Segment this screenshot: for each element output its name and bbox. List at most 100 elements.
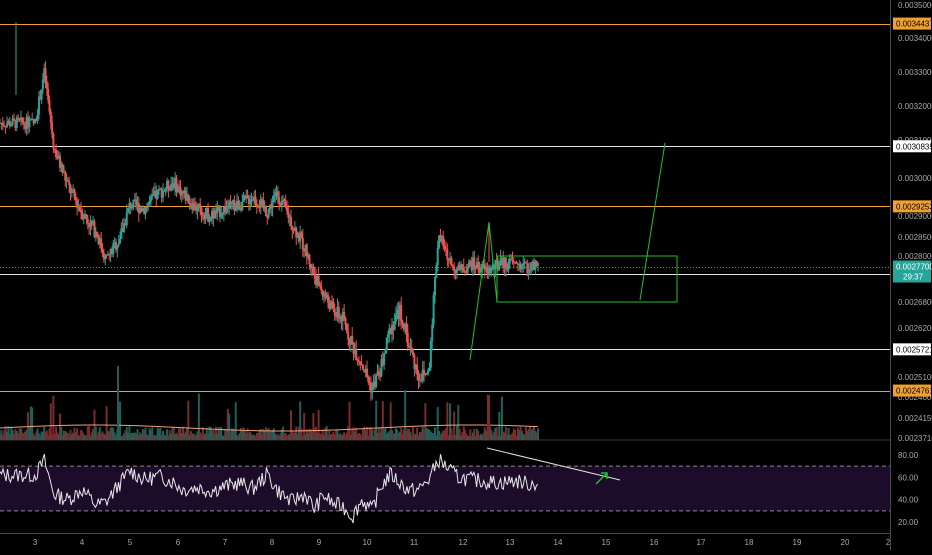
candle-body xyxy=(187,194,190,204)
volume-bar xyxy=(288,434,291,440)
volume-bar xyxy=(21,432,24,440)
candle-body xyxy=(149,196,152,202)
candle-body xyxy=(299,232,302,242)
time-tick-label: 18 xyxy=(745,538,754,547)
volume-bar xyxy=(373,429,376,440)
candle-body xyxy=(341,312,344,322)
volume-bar xyxy=(11,429,14,440)
volume-bar xyxy=(145,434,148,440)
candle-body xyxy=(375,375,378,387)
volume-bar xyxy=(242,427,245,440)
candle-body xyxy=(340,316,343,322)
volume-bar xyxy=(460,435,463,440)
volume-bar xyxy=(217,426,220,440)
volume-bar xyxy=(270,431,273,440)
volume-bar xyxy=(189,431,192,440)
candle-body xyxy=(201,214,204,216)
volume-bar xyxy=(283,433,286,440)
volume-bar xyxy=(13,433,15,440)
candle-body xyxy=(188,203,191,205)
trend-drawing[interactable] xyxy=(469,221,498,361)
rsi-trendline[interactable] xyxy=(486,447,621,481)
volume-bar xyxy=(275,435,278,440)
volume-bar xyxy=(225,430,228,440)
price-level-tag[interactable] xyxy=(893,343,931,356)
volume-bar xyxy=(324,427,327,440)
candle-body xyxy=(494,260,497,270)
volume-bar xyxy=(322,434,325,440)
volume-bar xyxy=(69,429,72,440)
volume-bar xyxy=(41,431,44,440)
candle-body xyxy=(109,248,112,254)
candle-body xyxy=(228,201,231,209)
volume-bar xyxy=(70,434,73,440)
volume-bar xyxy=(305,428,308,440)
candle-body xyxy=(49,111,52,123)
candle-body xyxy=(80,210,83,213)
candle-body xyxy=(186,194,189,201)
volume-bar xyxy=(233,430,236,440)
volume-bar xyxy=(514,429,517,440)
candle-body xyxy=(86,218,89,224)
candle-body xyxy=(510,258,513,260)
volume-bar xyxy=(151,427,154,440)
volume-bar xyxy=(303,412,306,440)
volume-bar xyxy=(246,428,249,440)
volume-bar xyxy=(367,435,370,440)
candle-body xyxy=(275,191,278,193)
candle-body xyxy=(483,265,486,270)
price-level-tag[interactable] xyxy=(893,140,931,153)
candle-body xyxy=(25,117,28,129)
consolidation-box[interactable] xyxy=(496,255,678,303)
price-level-tag[interactable] xyxy=(893,200,931,213)
candle-body xyxy=(519,264,522,270)
candle-body xyxy=(316,275,319,286)
volume-bar xyxy=(201,426,204,440)
candle-body xyxy=(322,293,325,297)
projection-line[interactable] xyxy=(639,142,666,301)
candle-body xyxy=(263,206,266,209)
volume-bar xyxy=(148,428,151,440)
candle-body xyxy=(380,359,383,377)
price-level-tag[interactable] xyxy=(893,17,931,30)
volume-bar xyxy=(133,432,136,440)
volume-bar xyxy=(496,435,499,440)
candle-body xyxy=(84,214,87,219)
volume-bar xyxy=(317,409,320,440)
current-price-tag[interactable] xyxy=(893,260,931,283)
volume-bar xyxy=(180,433,183,440)
countdown-label: 29:37 xyxy=(903,273,924,282)
volume-bar xyxy=(418,432,421,440)
candle-body xyxy=(475,262,478,269)
volume-bar xyxy=(245,433,248,440)
volume-bar xyxy=(98,427,101,440)
candle-body xyxy=(157,189,160,191)
volume-bar xyxy=(197,393,200,440)
volume-bar xyxy=(461,432,464,440)
candle-body xyxy=(457,265,460,269)
price-level-tag-label: 0.0029253 xyxy=(896,202,932,211)
volume-bar xyxy=(471,432,474,440)
volume-bar xyxy=(61,435,64,440)
volume-bar xyxy=(119,401,122,440)
time-tick-label: 11 xyxy=(410,538,419,547)
candle-body xyxy=(345,324,348,333)
volume-bar xyxy=(384,427,387,440)
volume-bar xyxy=(105,406,108,440)
candle-body xyxy=(78,206,81,211)
price-level-tag[interactable] xyxy=(893,384,931,397)
candle-body xyxy=(357,360,360,362)
candle-body xyxy=(478,267,481,273)
candle-body xyxy=(528,269,531,271)
candle-body xyxy=(229,201,232,204)
candle-body xyxy=(530,263,533,270)
candle-body xyxy=(48,100,51,112)
volume-bar xyxy=(397,433,400,440)
candle-body xyxy=(327,294,330,303)
candle-body xyxy=(56,157,59,159)
volume-bar xyxy=(412,426,415,440)
candle-body xyxy=(493,264,496,270)
volume-bar xyxy=(528,426,531,440)
